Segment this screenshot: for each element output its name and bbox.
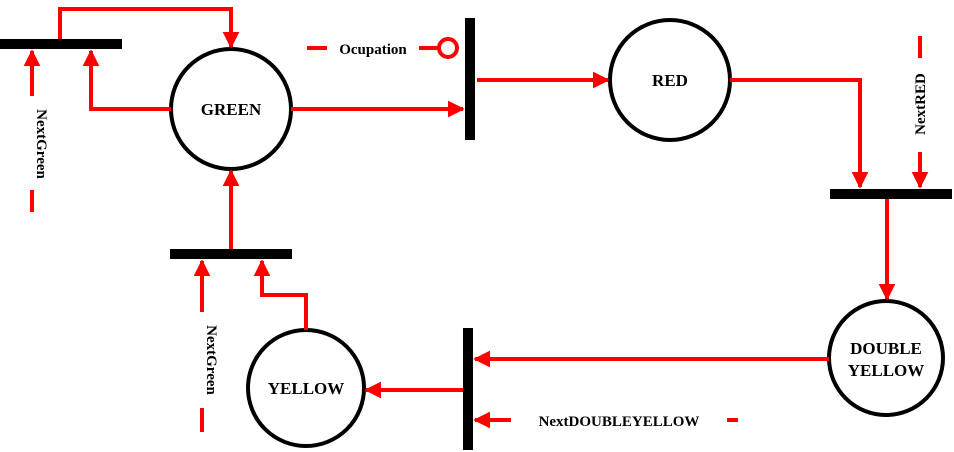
- place-red-label: RED: [652, 71, 688, 90]
- transition-occupation: [465, 18, 475, 140]
- arc-green-to-top-transition: [82, 49, 171, 111]
- place-double-yellow-label-line2: YELLOW: [848, 361, 925, 380]
- arc-yellow-to-transition: [253, 259, 308, 330]
- place-red: RED: [608, 18, 732, 142]
- signal-label-next-green-bottom: NextGreen: [203, 325, 219, 395]
- transition-top-left: [0, 39, 122, 49]
- transition-yellow-to-green: [170, 249, 292, 259]
- signal-label-next-double-yellow: NextDOUBLEYELLOW: [539, 414, 700, 430]
- place-yellow: YELLOW: [246, 328, 366, 448]
- signal-label-next-green-top: NextGreen: [33, 109, 49, 179]
- place-yellow-label: YELLOW: [268, 379, 345, 398]
- arc-top-transition-to-green: [58, 7, 240, 49]
- signal-label-ocupation: Ocupation: [339, 42, 407, 58]
- place-double-yellow-label-line1: DOUBLE: [850, 339, 922, 358]
- arc-red-to-transition: [730, 78, 869, 189]
- transition-double-yellow-to-yellow: [463, 328, 473, 450]
- transition-red-to-double-yellow: [830, 189, 952, 199]
- signal-label-next-red: NextRED: [913, 73, 929, 135]
- place-green-label: GREEN: [201, 100, 262, 119]
- place-green: GREEN: [169, 47, 293, 171]
- inhibitor-circle-icon: [437, 37, 459, 59]
- place-double-yellow: DOUBLE YELLOW: [827, 299, 945, 417]
